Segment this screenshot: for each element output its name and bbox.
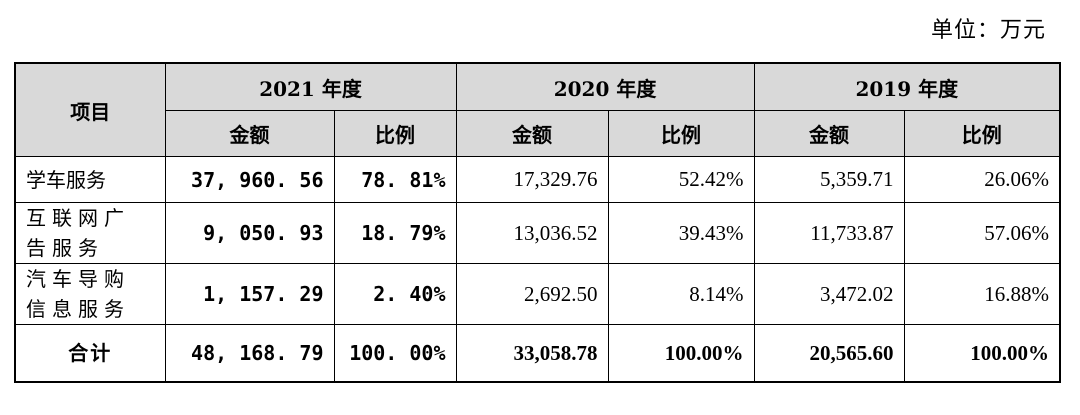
total-2021-amount: 48, 168. 79: [164, 324, 335, 383]
total-2019-ratio: 100.00%: [903, 324, 1061, 383]
cell-2021-amount: 1, 157. 29: [164, 263, 335, 325]
header-amount: 金额: [164, 110, 335, 157]
table-row: 互联网广告服务 9, 050. 93 18. 79% 13,036.52 39.…: [14, 202, 1061, 264]
row-name-line: 信息服务: [26, 297, 130, 321]
cell-2019-amount: 3,472.02: [753, 263, 905, 325]
total-2021-ratio: 100. 00%: [333, 324, 457, 383]
total-2020-amount: 33,058.78: [455, 324, 609, 383]
table-row: 汽车导购信息服务 1, 157. 29 2. 40% 2,692.50 8.14…: [14, 263, 1061, 325]
cell-2020-amount: 2,692.50: [455, 263, 609, 325]
row-name: 汽车导购 信息服务: [14, 263, 166, 325]
cell-2021-ratio: 78. 81%: [333, 156, 457, 203]
cell-2020-ratio: 8.14%: [607, 263, 755, 325]
total-2019-amount: 20,565.60: [753, 324, 905, 383]
cell-2020-ratio: 39.43%: [607, 202, 755, 264]
cell-2020-amount: 17,329.76: [455, 156, 609, 203]
header-year-2020: 2020 年度: [455, 62, 755, 111]
cell-2020-amount: 13,036.52: [455, 202, 609, 264]
header-year-2019: 2019 年度: [753, 62, 1061, 111]
cell-2019-ratio: 26.06%: [903, 156, 1061, 203]
total-label: 合计: [14, 324, 166, 383]
row-name-line: 告服务: [26, 236, 104, 260]
cell-2021-amount: 9, 050. 93: [164, 202, 335, 264]
cell-2019-ratio: 57.06%: [903, 202, 1061, 264]
unit-label: 单位：万元: [930, 18, 1046, 43]
header-amount: 金额: [753, 110, 905, 157]
header-year-2021: 2021 年度: [164, 62, 457, 111]
row-name: 学车服务: [14, 156, 166, 203]
cell-2019-ratio: 16.88%: [903, 263, 1061, 325]
header-ratio: 比例: [607, 110, 755, 157]
header-ratio: 比例: [333, 110, 457, 157]
cell-2019-amount: 5,359.71: [753, 156, 905, 203]
header-project: 项目: [14, 62, 166, 157]
header-ratio: 比例: [903, 110, 1061, 157]
row-name-line: 汽车导购: [26, 267, 130, 291]
cell-2019-amount: 11,733.87: [753, 202, 905, 264]
row-name: 互联网广 告服务: [14, 202, 166, 264]
cell-2021-amount: 37, 960. 56: [164, 156, 335, 203]
table-row: 学车服务 37, 960. 56 78. 81% 17,329.76 52.42…: [14, 156, 1061, 203]
total-row: 合计 48, 168. 79 100. 00% 33,058.78 100.00…: [14, 324, 1061, 383]
row-name-line: 互联网广: [26, 206, 130, 230]
total-2020-ratio: 100.00%: [607, 324, 755, 383]
cell-2021-ratio: 2. 40%: [333, 263, 457, 325]
cell-2021-ratio: 18. 79%: [333, 202, 457, 264]
revenue-table: 项目 2021 年度 2020 年度 2019 年度 金额 比例 金额 比例 金…: [14, 62, 1062, 383]
header-amount: 金额: [455, 110, 609, 157]
cell-2020-ratio: 52.42%: [607, 156, 755, 203]
